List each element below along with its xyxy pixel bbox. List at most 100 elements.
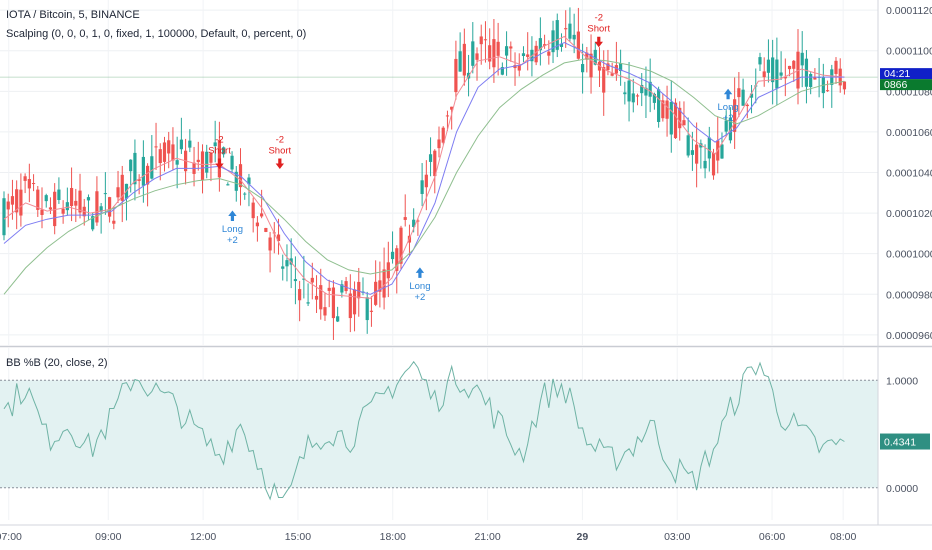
candle-body [103, 193, 107, 195]
candle-body [40, 209, 44, 215]
price-tick-label: 0.00009800 [886, 289, 932, 301]
candle-body [222, 147, 226, 155]
candle-body [450, 106, 454, 110]
candle-body [479, 36, 483, 45]
arrow-down-icon [215, 158, 224, 169]
candle-body [661, 100, 665, 119]
candle-body [825, 90, 830, 92]
candle-body [602, 67, 606, 93]
candle-body [403, 217, 407, 220]
candle-body [27, 179, 31, 189]
bb-percent-b-series [3, 360, 845, 501]
candle-body [44, 195, 48, 202]
candle-body [619, 63, 623, 72]
candle-body [268, 237, 272, 251]
candle-body [171, 144, 175, 161]
candle-body [340, 284, 344, 293]
candle-body [167, 140, 171, 154]
time-tick-label: 15:00 [285, 531, 311, 543]
candle-body [454, 58, 458, 93]
price-tick-label: 0.00010200 [886, 208, 932, 220]
candle-body [669, 101, 673, 135]
oscillator-legend[interactable]: BB %B (20, close, 2) [6, 357, 108, 369]
study-title[interactable]: Scalping (0, 0, 0, 1, 0, fixed, 1, 10000… [6, 28, 307, 40]
last-price-tag [880, 79, 932, 91]
candle-body [179, 139, 183, 150]
price-tick-label: 0.00010600 [886, 127, 932, 139]
candle-body [10, 196, 15, 205]
candle-body [23, 176, 27, 181]
candle-body [568, 23, 572, 39]
candle-body [31, 183, 36, 185]
candle-body [399, 227, 403, 264]
candle-body [129, 159, 133, 172]
candle-body [521, 53, 526, 57]
candle-body [6, 201, 10, 210]
candle-body [475, 53, 479, 60]
countdown-label: 04:21 [884, 68, 910, 80]
candle-body [614, 65, 618, 74]
candle-body [762, 71, 766, 78]
candle-body [112, 220, 116, 224]
candle-body [526, 54, 530, 57]
candle-body [369, 310, 374, 312]
osc-last-value-label: 0.4341 [884, 437, 916, 449]
candle-body [711, 152, 716, 176]
symbol-legend[interactable]: IOTA / Bitcoin, 5, BINANCE [6, 9, 140, 21]
candle-body [416, 220, 420, 222]
candle-body [285, 260, 289, 267]
candle-body [120, 174, 124, 201]
candle-body [200, 151, 205, 181]
candle-body [496, 41, 500, 56]
oscillator-title[interactable]: BB %B (20, close, 2) [6, 357, 108, 369]
candle-body [420, 180, 424, 194]
candle-body [251, 202, 255, 219]
candle-body [205, 151, 209, 173]
candle-body [741, 89, 745, 106]
signal-qty: -2 [595, 13, 603, 24]
candle-body [48, 207, 53, 210]
candle-body [15, 189, 19, 213]
osc-last-value-tag [880, 433, 930, 450]
candle-body [150, 156, 154, 179]
candle-body [842, 81, 847, 90]
time-tick-label: 08:00 [830, 531, 856, 543]
candle-body [209, 153, 213, 163]
candle-body [365, 297, 369, 321]
candle-body [65, 202, 69, 211]
overlay-slow-line [3, 58, 845, 295]
candle-body [665, 100, 669, 119]
overlay-fast-line [3, 35, 845, 299]
candle-body [238, 164, 243, 188]
candle-body [733, 99, 737, 132]
candle-body [513, 65, 517, 69]
symbol-title[interactable]: IOTA / Bitcoin, 5, BINANCE [6, 9, 140, 21]
overlay-mid-line [3, 42, 845, 295]
candle-body [213, 142, 217, 147]
candle-body [175, 160, 179, 165]
candle-body [86, 197, 91, 201]
candle-body [107, 197, 112, 217]
candle-body [327, 287, 331, 291]
candle-body [589, 53, 593, 78]
candle-body [234, 171, 238, 191]
candle-body [289, 258, 293, 265]
long-signal: Long+2 [409, 267, 430, 303]
candle-body [737, 88, 741, 98]
study-legend[interactable]: Scalping (0, 0, 0, 1, 0, fixed, 1, 10000… [6, 28, 306, 40]
time-tick-label: 06:00 [759, 531, 785, 543]
candle-body [492, 39, 496, 68]
candle-body [298, 289, 302, 301]
candle-body [95, 191, 99, 223]
signal-qty: -2 [276, 135, 284, 146]
candle-body [310, 277, 314, 283]
candle-body [749, 93, 754, 98]
time-tick-label: 21:00 [474, 531, 500, 543]
candle-body [230, 155, 234, 170]
candle-body [243, 193, 247, 195]
